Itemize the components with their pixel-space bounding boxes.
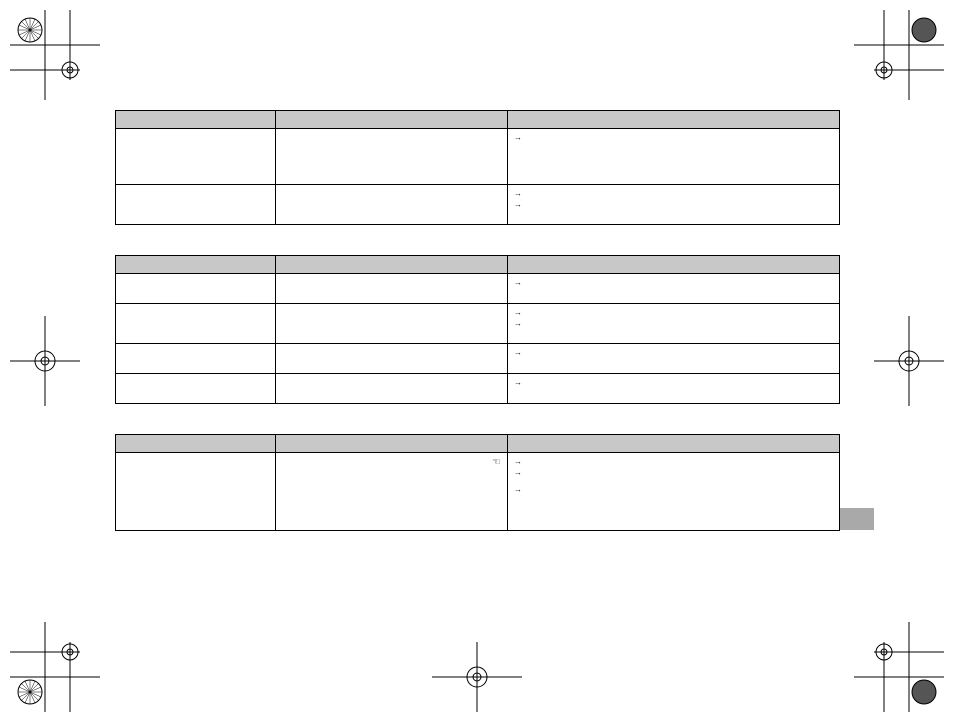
regmark-top-right <box>854 10 944 100</box>
list-item <box>514 457 833 468</box>
table-cell <box>116 344 276 374</box>
table-cell <box>116 274 276 304</box>
table-cell <box>508 344 840 374</box>
list-item <box>514 200 833 211</box>
list-item <box>514 348 833 359</box>
table-cell <box>276 129 508 185</box>
table-header-row <box>116 435 840 453</box>
list-item <box>514 468 833 479</box>
table-cell <box>276 274 508 304</box>
table-cell <box>276 185 508 225</box>
table-header-cell <box>276 435 508 453</box>
list-item <box>514 278 833 289</box>
table-block-3: ☜ <box>115 434 839 531</box>
list-item <box>514 319 833 330</box>
hand-icon: ☜ <box>492 457 501 468</box>
table-header-cell <box>508 256 840 274</box>
regmark-bottom-left <box>10 622 100 712</box>
table-cell <box>508 374 840 404</box>
table-row <box>116 344 840 374</box>
table-cell <box>116 129 276 185</box>
table-header-cell <box>116 256 276 274</box>
table-row <box>116 374 840 404</box>
table-header-cell <box>508 435 840 453</box>
table-header-cell <box>276 111 508 129</box>
table-row <box>116 129 840 185</box>
table-row <box>116 185 840 225</box>
regmark-top-left <box>10 10 100 100</box>
regmark-bottom-right <box>854 622 944 712</box>
list-item <box>514 308 833 319</box>
list-item <box>514 485 833 496</box>
table-cell <box>116 185 276 225</box>
table-cell: ☜ <box>276 453 508 531</box>
regmark-mid-bottom <box>432 622 522 712</box>
table-row <box>116 274 840 304</box>
table-cell <box>276 304 508 344</box>
table-3: ☜ <box>115 434 840 531</box>
regmark-mid-right <box>854 316 944 406</box>
table-cell <box>508 129 840 185</box>
table-2 <box>115 255 840 404</box>
list-item <box>514 189 833 200</box>
bullet-list <box>514 133 833 144</box>
table-header-cell <box>116 111 276 129</box>
table-cell <box>508 453 840 531</box>
table-cell <box>116 374 276 404</box>
side-tab <box>834 508 874 530</box>
regmark-mid-left <box>10 316 100 406</box>
table-1 <box>115 110 840 225</box>
table-row <box>116 304 840 344</box>
bullet-list <box>514 189 833 211</box>
table-cell <box>508 185 840 225</box>
table-cell <box>116 453 276 531</box>
list-item <box>514 378 833 389</box>
content-area: ☜ <box>115 110 839 531</box>
table-header-row <box>116 256 840 274</box>
table-cell <box>508 274 840 304</box>
list-item <box>514 133 833 144</box>
table-header-row <box>116 111 840 129</box>
table-cell <box>276 374 508 404</box>
table-header-cell <box>276 256 508 274</box>
table-cell <box>116 304 276 344</box>
table-row: ☜ <box>116 453 840 531</box>
table-block-2 <box>115 255 839 404</box>
table-block-1 <box>115 110 839 225</box>
table-header-cell <box>508 111 840 129</box>
table-cell <box>276 344 508 374</box>
page: ☜ <box>0 0 954 722</box>
table-header-cell <box>116 435 276 453</box>
table-cell <box>508 304 840 344</box>
